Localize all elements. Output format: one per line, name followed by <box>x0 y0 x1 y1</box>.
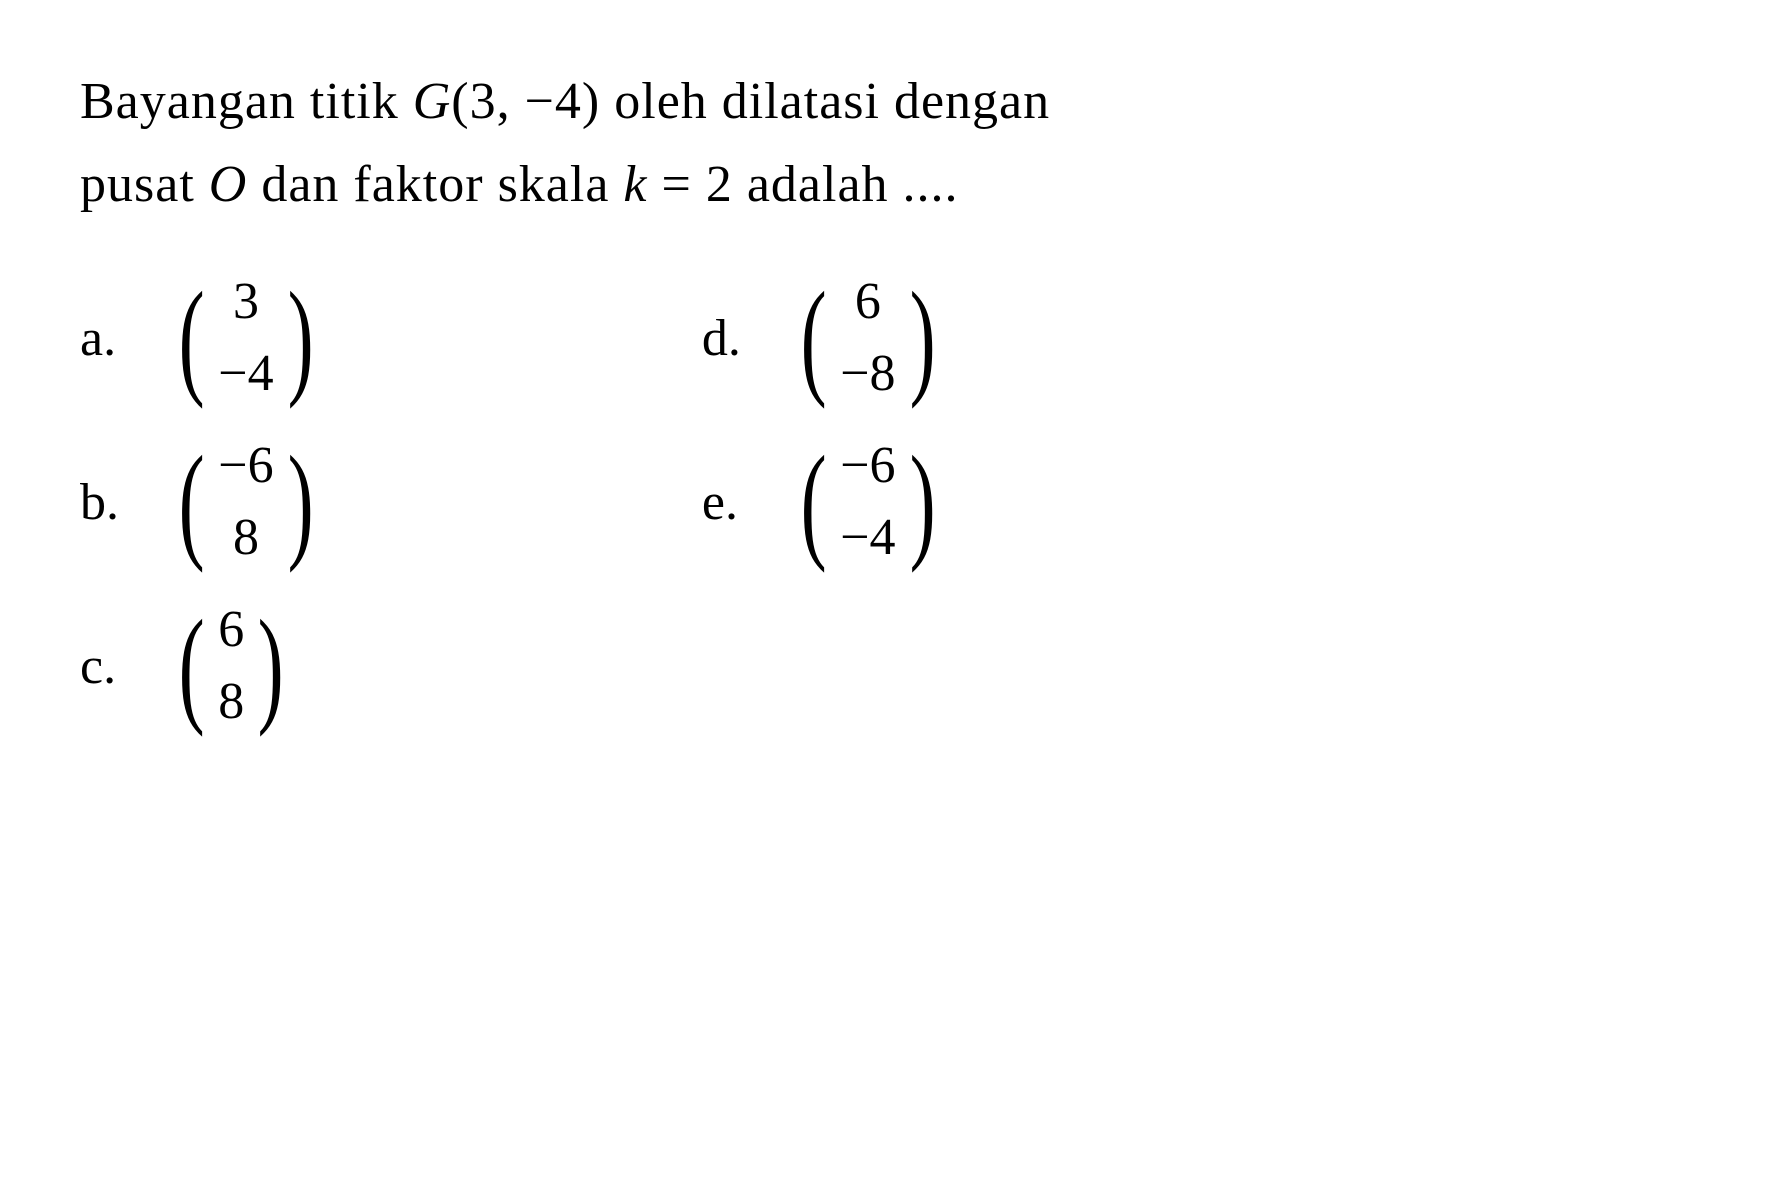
option-c-top: 6 <box>218 604 244 656</box>
option-e-top: −6 <box>840 440 895 492</box>
right-paren-icon: ) <box>909 450 935 554</box>
question-line2-part2: dan faktor skala <box>247 156 623 213</box>
question-O: O <box>209 156 248 213</box>
option-e-bottom: −4 <box>840 512 895 564</box>
option-d-label: d. <box>702 309 752 368</box>
right-paren-icon: ) <box>909 286 935 390</box>
option-c: c. ( 6 8 ) <box>80 604 293 728</box>
matrix-content: 3 −4 <box>213 276 278 400</box>
options-container: a. ( 3 −4 ) d. ( 6 −8 <box>80 276 1691 728</box>
option-b-top: −6 <box>218 440 273 492</box>
question-point: (3, −4) oleh dilatasi dengan <box>451 73 1050 130</box>
question-k: k <box>623 156 647 213</box>
left-paren-icon: ( <box>179 286 205 390</box>
question-line2-part1: pusat <box>80 156 209 213</box>
left-paren-icon: ( <box>179 450 205 554</box>
option-a-top: 3 <box>233 276 259 328</box>
matrix-content: 6 8 <box>213 604 249 728</box>
option-c-bottom: 8 <box>218 676 244 728</box>
option-e-matrix: ( −6 −4 ) <box>792 440 944 564</box>
option-b-matrix: ( −6 8 ) <box>170 440 322 564</box>
question-container: Bayangan titik G(3, −4) oleh dilatasi de… <box>80 60 1691 728</box>
options-row-1: a. ( 3 −4 ) d. ( 6 −8 <box>80 276 1691 400</box>
question-line2-part3: = 2 adalah .... <box>648 156 959 213</box>
option-e: e. ( −6 −4 ) <box>702 440 944 564</box>
matrix-content: 6 −8 <box>835 276 900 400</box>
option-c-matrix: ( 6 8 ) <box>170 604 293 728</box>
option-d-top: 6 <box>855 276 881 328</box>
right-paren-icon: ) <box>258 614 284 718</box>
option-b-label: b. <box>80 473 130 532</box>
question-func-g: G <box>413 73 452 130</box>
right-paren-icon: ) <box>287 450 313 554</box>
option-b-bottom: 8 <box>233 512 259 564</box>
matrix-content: −6 8 <box>213 440 278 564</box>
option-a-bottom: −4 <box>218 348 273 400</box>
matrix-content: −6 −4 <box>835 440 900 564</box>
question-line1-part1: Bayangan titik <box>80 73 413 130</box>
option-d-bottom: −8 <box>840 348 895 400</box>
question-text: Bayangan titik G(3, −4) oleh dilatasi de… <box>80 60 1691 226</box>
option-b: b. ( −6 8 ) <box>80 440 322 564</box>
option-d-matrix: ( 6 −8 ) <box>792 276 944 400</box>
left-paren-icon: ( <box>801 450 827 554</box>
options-row-2: b. ( −6 8 ) e. ( −6 −4 <box>80 440 1691 564</box>
option-c-label: c. <box>80 637 130 696</box>
option-a-label: a. <box>80 309 130 368</box>
option-d: d. ( 6 −8 ) <box>702 276 944 400</box>
options-row-3: c. ( 6 8 ) <box>80 604 1691 728</box>
left-paren-icon: ( <box>801 286 827 390</box>
option-a: a. ( 3 −4 ) <box>80 276 322 400</box>
option-e-label: e. <box>702 473 752 532</box>
option-a-matrix: ( 3 −4 ) <box>170 276 322 400</box>
left-paren-icon: ( <box>179 614 205 718</box>
right-paren-icon: ) <box>287 286 313 390</box>
